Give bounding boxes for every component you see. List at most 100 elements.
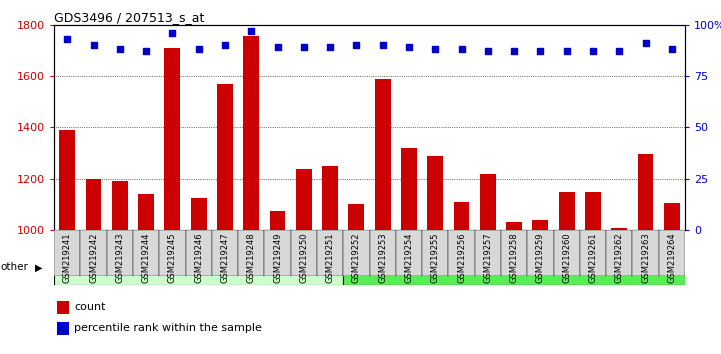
- Bar: [238, 230, 265, 276]
- Bar: [138, 194, 154, 230]
- Point: [219, 42, 231, 48]
- Text: percentile rank within the sample: percentile rank within the sample: [74, 323, 262, 333]
- Point: [167, 30, 178, 36]
- Bar: [343, 230, 369, 276]
- Bar: [506, 222, 522, 230]
- Bar: [501, 230, 527, 276]
- Point: [324, 45, 336, 50]
- Point: [350, 42, 362, 48]
- Bar: [401, 148, 417, 230]
- Bar: [611, 228, 627, 230]
- Point: [377, 42, 389, 48]
- Point: [141, 48, 152, 54]
- Bar: [191, 198, 206, 230]
- Bar: [480, 174, 495, 230]
- Text: ▶: ▶: [35, 262, 42, 272]
- Bar: [317, 230, 343, 276]
- Text: GSM219253: GSM219253: [378, 233, 387, 283]
- Bar: [606, 230, 632, 276]
- Point: [587, 48, 598, 54]
- Bar: [86, 179, 102, 230]
- Text: GSM219263: GSM219263: [641, 233, 650, 283]
- Text: GSM219246: GSM219246: [194, 233, 203, 283]
- Bar: [243, 36, 259, 230]
- Bar: [664, 203, 680, 230]
- Point: [430, 47, 441, 52]
- Bar: [343, 250, 685, 285]
- Point: [193, 47, 205, 52]
- Bar: [54, 230, 80, 276]
- Bar: [428, 156, 443, 230]
- Point: [482, 48, 494, 54]
- Text: non-smoker: non-smoker: [166, 262, 231, 272]
- Text: GSM219244: GSM219244: [141, 233, 151, 283]
- Bar: [54, 250, 343, 285]
- Point: [114, 47, 125, 52]
- Bar: [107, 230, 133, 276]
- Point: [456, 47, 467, 52]
- Point: [561, 48, 572, 54]
- Bar: [369, 230, 396, 276]
- Bar: [322, 166, 338, 230]
- Bar: [448, 230, 474, 276]
- Bar: [659, 230, 685, 276]
- Bar: [580, 230, 606, 276]
- Bar: [296, 169, 311, 230]
- Point: [272, 45, 283, 50]
- Text: GSM219261: GSM219261: [588, 233, 598, 283]
- Bar: [422, 230, 448, 276]
- Bar: [80, 230, 107, 276]
- Bar: [265, 230, 291, 276]
- Text: GSM219251: GSM219251: [326, 233, 335, 283]
- Bar: [112, 181, 128, 230]
- Point: [534, 48, 546, 54]
- Bar: [454, 202, 469, 230]
- Text: GSM219259: GSM219259: [536, 233, 545, 283]
- Text: GSM219249: GSM219249: [273, 233, 282, 283]
- Text: GSM219245: GSM219245: [168, 233, 177, 283]
- Bar: [396, 230, 422, 276]
- Bar: [217, 84, 233, 230]
- Text: GSM219262: GSM219262: [615, 233, 624, 283]
- Bar: [585, 192, 601, 230]
- Text: GSM219256: GSM219256: [457, 233, 466, 283]
- Bar: [185, 230, 212, 276]
- Bar: [348, 205, 364, 230]
- Point: [88, 42, 99, 48]
- Text: GSM219264: GSM219264: [668, 233, 676, 283]
- Bar: [212, 230, 238, 276]
- Bar: [474, 230, 501, 276]
- Text: GSM219250: GSM219250: [299, 233, 309, 283]
- Text: GSM219242: GSM219242: [89, 233, 98, 283]
- Bar: [533, 220, 548, 230]
- Bar: [527, 230, 554, 276]
- Bar: [59, 130, 75, 230]
- Text: GSM219260: GSM219260: [562, 233, 571, 283]
- Text: GSM219252: GSM219252: [352, 233, 361, 283]
- Bar: [164, 48, 180, 230]
- Text: GSM219254: GSM219254: [404, 233, 413, 283]
- Bar: [133, 230, 159, 276]
- Bar: [159, 230, 185, 276]
- Bar: [559, 192, 575, 230]
- Bar: [291, 230, 317, 276]
- Point: [614, 48, 625, 54]
- Text: GSM219241: GSM219241: [63, 233, 71, 283]
- Text: GSM219258: GSM219258: [510, 233, 518, 283]
- Point: [403, 45, 415, 50]
- Text: GSM219248: GSM219248: [247, 233, 256, 283]
- Bar: [637, 154, 653, 230]
- Point: [245, 28, 257, 34]
- Text: smoker: smoker: [494, 262, 534, 272]
- Bar: [375, 79, 391, 230]
- Text: count: count: [74, 302, 106, 312]
- Bar: [270, 211, 286, 230]
- Bar: [57, 322, 68, 335]
- Bar: [632, 230, 659, 276]
- Text: GSM219247: GSM219247: [221, 233, 229, 283]
- Bar: [554, 230, 580, 276]
- Text: GSM219257: GSM219257: [483, 233, 492, 283]
- Point: [666, 47, 678, 52]
- Point: [640, 40, 651, 46]
- Text: GSM219243: GSM219243: [115, 233, 124, 283]
